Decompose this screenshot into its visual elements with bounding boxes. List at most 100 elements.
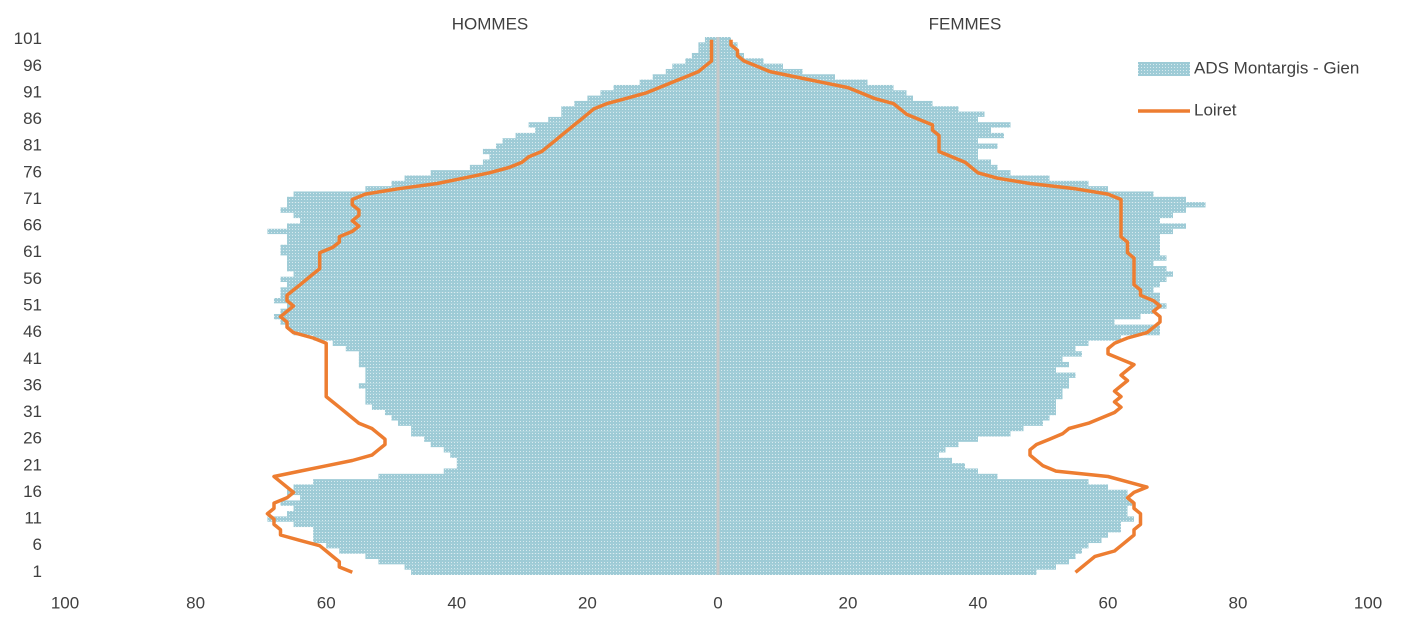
y-tick-label: 51 [23, 295, 42, 314]
x-tick-label: 80 [1229, 593, 1248, 612]
bar [718, 505, 1128, 512]
bar [430, 170, 718, 176]
bar [718, 441, 959, 448]
bar [718, 516, 1134, 522]
bar [358, 351, 718, 357]
legend-swatch [1138, 62, 1190, 76]
bar [718, 37, 731, 43]
bar [718, 84, 894, 91]
y-tick-label: 76 [23, 162, 42, 181]
bar [718, 377, 1069, 384]
bar [718, 463, 965, 469]
bar [718, 63, 783, 69]
bar [672, 63, 718, 69]
bar [287, 234, 718, 240]
bar [443, 447, 718, 453]
bar [287, 303, 718, 309]
bar [391, 180, 718, 187]
bar [300, 218, 718, 224]
bar [718, 559, 1069, 565]
bar [528, 122, 718, 128]
bar [718, 484, 1108, 490]
y-tick-label: 66 [23, 216, 42, 235]
y-tick-label: 56 [23, 269, 42, 288]
bar [345, 345, 718, 352]
bar [548, 116, 718, 123]
bar [718, 154, 978, 160]
bar [718, 303, 1167, 309]
bar [718, 196, 1186, 203]
bar [718, 271, 1173, 277]
bar [718, 420, 1043, 426]
bar [456, 457, 718, 464]
bar [313, 527, 718, 533]
bar [411, 569, 718, 575]
bar [718, 468, 978, 474]
bar [718, 367, 1056, 373]
bar [365, 388, 718, 394]
y-tick-label: 46 [23, 322, 42, 341]
bar [718, 127, 991, 133]
bar [718, 340, 1089, 346]
bar [718, 457, 952, 464]
bar [411, 431, 718, 437]
bar [718, 276, 1167, 283]
bar [280, 292, 718, 299]
y-tick-label: 96 [23, 56, 42, 75]
bar [704, 37, 718, 43]
bar [365, 372, 718, 378]
bar [718, 415, 1050, 421]
bar [718, 335, 1121, 341]
bar [718, 569, 1037, 575]
bar [718, 308, 1154, 314]
bar [424, 436, 718, 442]
bar [404, 175, 718, 181]
bar [287, 324, 718, 330]
bar [469, 164, 718, 171]
bar [718, 68, 803, 75]
bar [718, 239, 1160, 245]
bar [718, 180, 1089, 187]
y-tick-label: 36 [23, 375, 42, 394]
bar [691, 52, 718, 59]
bar [293, 484, 718, 490]
y-tick-label: 101 [14, 29, 42, 48]
bar [456, 463, 718, 469]
y-tick-label: 61 [23, 242, 42, 261]
bar [482, 159, 718, 165]
bar [365, 367, 718, 373]
bars [267, 37, 1206, 575]
bar [280, 308, 718, 314]
x-tick-label: 20 [578, 593, 597, 612]
bar [718, 191, 1154, 197]
bar [718, 543, 1089, 549]
bar [600, 90, 718, 96]
bar [293, 505, 718, 512]
bar [332, 340, 718, 346]
bar [718, 527, 1121, 533]
bar [273, 298, 718, 304]
bar [718, 79, 868, 85]
bar [718, 292, 1160, 299]
y-tick-label: 1 [33, 562, 42, 581]
bar [718, 106, 959, 112]
x-tick-label: 80 [186, 593, 205, 612]
bar [665, 68, 718, 75]
bar [718, 95, 913, 101]
bar [515, 132, 718, 139]
bar [411, 425, 718, 432]
bar [718, 100, 933, 107]
bar [482, 148, 718, 155]
bar [267, 228, 718, 235]
bar [326, 543, 718, 549]
bar [404, 564, 718, 570]
bar [718, 425, 1024, 432]
bar [718, 143, 998, 149]
bar [300, 495, 718, 501]
bar [718, 351, 1082, 357]
bar [293, 191, 718, 197]
bar [502, 138, 718, 144]
bar [718, 111, 985, 117]
y-tick-label: 11 [24, 509, 42, 528]
bar [293, 212, 718, 219]
